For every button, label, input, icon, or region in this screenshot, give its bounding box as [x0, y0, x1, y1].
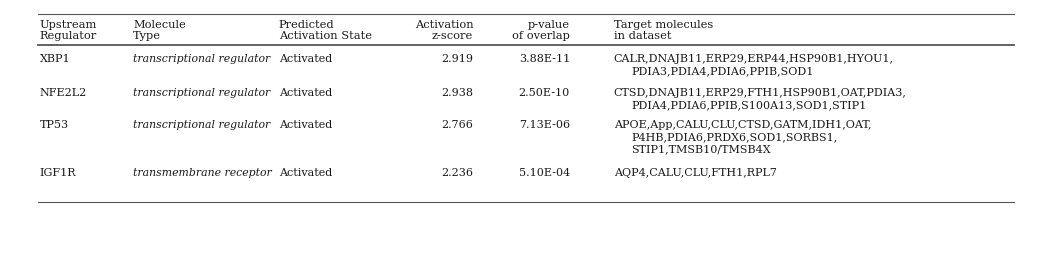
Text: Activated: Activated [279, 88, 332, 98]
Text: NFE2L2: NFE2L2 [40, 88, 86, 98]
Text: Activated: Activated [279, 54, 332, 64]
Text: 2.766: 2.766 [441, 120, 473, 130]
Text: 5.10E-04: 5.10E-04 [519, 168, 570, 178]
Text: Upstream: Upstream [40, 20, 97, 30]
Text: 3.88E-11: 3.88E-11 [519, 54, 570, 64]
Text: IGF1R: IGF1R [40, 168, 76, 178]
Text: of overlap: of overlap [512, 31, 570, 41]
Text: Activated: Activated [279, 120, 332, 130]
Text: z-score: z-score [432, 31, 473, 41]
Text: 2.50E-10: 2.50E-10 [519, 88, 570, 98]
Text: p-value: p-value [528, 20, 570, 30]
Text: Target molecules: Target molecules [614, 20, 712, 30]
Text: CALR,DNAJB11,ERP29,ERP44,HSP90B1,HYOU1,: CALR,DNAJB11,ERP29,ERP44,HSP90B1,HYOU1, [614, 54, 893, 64]
Text: transcriptional regulator: transcriptional regulator [133, 120, 270, 130]
Text: Molecule: Molecule [133, 20, 186, 30]
Text: Predicted: Predicted [279, 20, 334, 30]
Text: Regulator: Regulator [40, 31, 97, 41]
Text: Activated: Activated [279, 168, 332, 178]
Text: transcriptional regulator: transcriptional regulator [133, 88, 270, 98]
Text: Type: Type [133, 31, 161, 41]
Text: transcriptional regulator: transcriptional regulator [133, 54, 270, 64]
Text: 2.938: 2.938 [441, 88, 473, 98]
Text: Activation State: Activation State [279, 31, 371, 41]
Text: PDIA3,PDIA4,PDIA6,PPIB,SOD1: PDIA3,PDIA4,PDIA6,PPIB,SOD1 [631, 66, 814, 76]
Text: 7.13E-06: 7.13E-06 [519, 120, 570, 130]
Text: 2.919: 2.919 [441, 54, 473, 64]
Text: XBP1: XBP1 [40, 54, 70, 64]
Text: APOE,App,CALU,CLU,CTSD,GATM,IDH1,OAT,: APOE,App,CALU,CLU,CTSD,GATM,IDH1,OAT, [614, 120, 872, 130]
Text: TP53: TP53 [40, 120, 69, 130]
Text: STIP1,TMSB10/TMSB4X: STIP1,TMSB10/TMSB4X [631, 144, 772, 154]
Text: PDIA4,PDIA6,PPIB,S100A13,SOD1,STIP1: PDIA4,PDIA6,PPIB,S100A13,SOD1,STIP1 [631, 100, 867, 110]
Text: CTSD,DNAJB11,ERP29,FTH1,HSP90B1,OAT,PDIA3,: CTSD,DNAJB11,ERP29,FTH1,HSP90B1,OAT,PDIA… [614, 88, 907, 98]
Text: Activation: Activation [415, 20, 473, 30]
Text: transmembrane receptor: transmembrane receptor [133, 168, 271, 178]
Text: in dataset: in dataset [614, 31, 671, 41]
Text: P4HB,PDIA6,PRDX6,SOD1,SORBS1,: P4HB,PDIA6,PRDX6,SOD1,SORBS1, [631, 132, 838, 142]
Text: AQP4,CALU,CLU,FTH1,RPL7: AQP4,CALU,CLU,FTH1,RPL7 [614, 168, 777, 178]
Text: 2.236: 2.236 [441, 168, 473, 178]
